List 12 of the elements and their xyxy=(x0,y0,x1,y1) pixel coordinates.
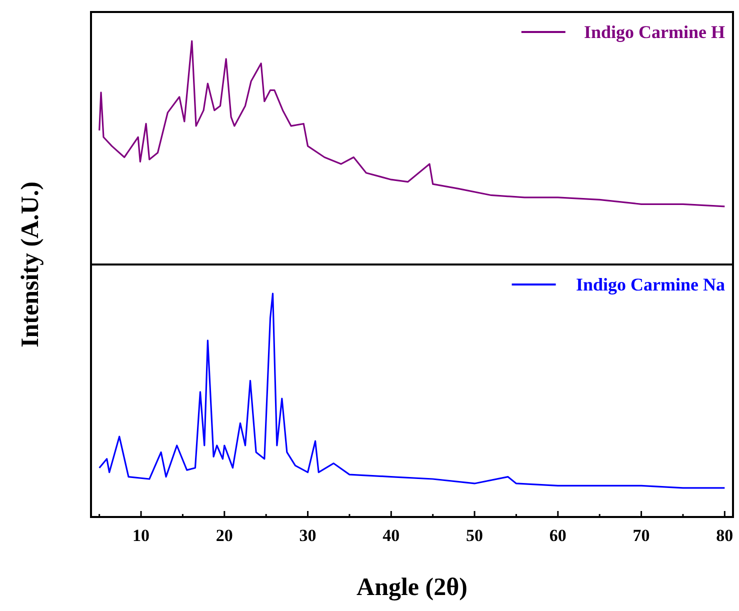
x-tick-label: 30 xyxy=(299,526,316,545)
x-axis-title: Angle (2θ) xyxy=(356,574,468,601)
x-tick-label: 70 xyxy=(632,526,650,545)
x-tick-label: 10 xyxy=(132,526,150,545)
x-tick-label: 40 xyxy=(382,526,400,545)
legend-label: Indigo Carmine H xyxy=(584,22,725,42)
legend-label: Indigo Carmine Na xyxy=(576,274,725,294)
x-tick-label: 50 xyxy=(466,526,484,545)
x-tick-label: 60 xyxy=(549,526,566,545)
x-tick-label: 20 xyxy=(216,526,233,545)
y-axis-title: Intensity (A.U.) xyxy=(17,182,44,348)
x-tick-label: 80 xyxy=(716,526,734,545)
